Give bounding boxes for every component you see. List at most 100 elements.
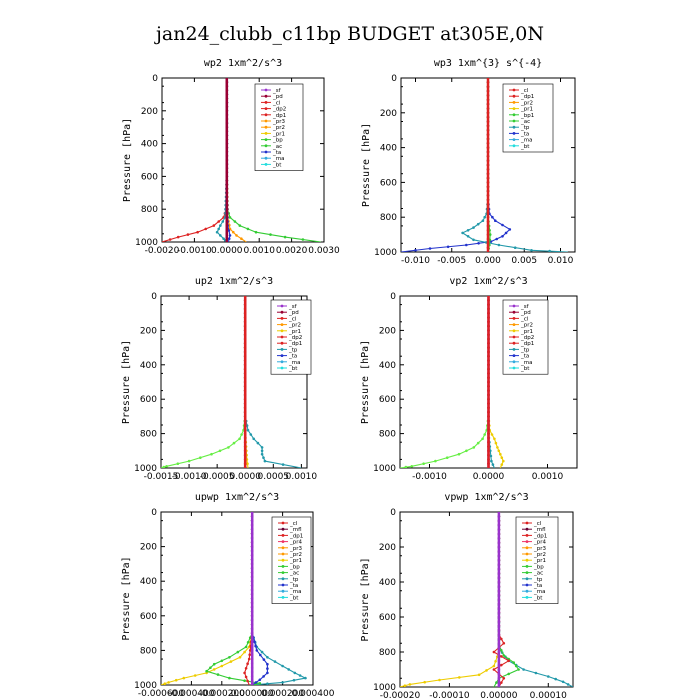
series-marker	[225, 199, 229, 203]
series-marker	[494, 219, 497, 222]
series-marker	[243, 406, 247, 410]
legend-marker	[264, 144, 268, 148]
series-marker	[250, 657, 254, 661]
series-marker	[487, 359, 490, 362]
y-axis-label: Pressure [hPa]	[122, 118, 133, 202]
legend-entry: _ta	[520, 131, 529, 137]
series-marker	[262, 456, 265, 460]
legend-marker	[525, 540, 529, 543]
series-line-dp1	[162, 78, 228, 242]
series-marker	[514, 664, 518, 668]
series-marker	[243, 359, 247, 362]
legend-marker	[512, 94, 516, 98]
legend-marker	[512, 348, 516, 351]
legend-marker	[512, 335, 516, 339]
series-marker	[486, 155, 490, 158]
legend-entry: _pd	[288, 310, 299, 316]
series-marker	[487, 419, 490, 423]
legend-entry: _ma	[533, 589, 545, 595]
legend-marker	[280, 348, 284, 351]
series-marker	[243, 445, 247, 448]
series-marker	[472, 446, 476, 449]
series-group	[162, 78, 321, 242]
legend-marker	[512, 144, 516, 148]
series-marker	[292, 678, 296, 682]
series-marker	[476, 441, 480, 445]
legend-entry: _dp2	[520, 335, 534, 341]
series-marker	[243, 299, 247, 302]
series-marker	[497, 646, 501, 649]
series-marker	[217, 220, 220, 223]
legend: _cl_mfl_dp1_pr4_pr3_pr2_pr1_bp_ac_tp_ta_…	[271, 516, 312, 604]
plot-frame	[160, 511, 314, 686]
series-marker	[165, 465, 168, 468]
legend-entry: _pr2	[533, 552, 546, 558]
series-marker	[244, 675, 248, 679]
y-tick-label: 400	[141, 140, 158, 150]
series-marker	[243, 462, 247, 466]
legend-marker	[512, 125, 516, 129]
series-marker	[250, 519, 254, 522]
series-marker	[246, 679, 249, 683]
legend-entry: _ta	[288, 354, 297, 360]
series-marker	[250, 575, 254, 579]
legend-marker	[512, 113, 516, 117]
series-marker	[566, 683, 570, 686]
series-marker	[507, 657, 511, 661]
x-tick-label: -0.0010	[172, 472, 207, 482]
x-tick-label: 0.0000	[473, 472, 505, 482]
series-marker	[486, 137, 490, 141]
legend: _sf_pd_cl_pr2_pr1_dp2_dp1_tp_ta_ma_bt	[270, 299, 312, 375]
series-marker	[243, 367, 247, 371]
series-marker	[187, 459, 191, 463]
series-marker	[225, 195, 229, 199]
legend-entry: _sf	[272, 88, 282, 94]
series-marker	[497, 523, 501, 527]
series-marker	[225, 84, 229, 88]
legend-marker	[280, 323, 284, 326]
legend-entry: _tp	[520, 347, 530, 353]
legend-entry: _pr1	[289, 558, 302, 564]
legend-marker	[281, 571, 285, 574]
series-marker	[487, 423, 490, 427]
series-marker	[497, 602, 501, 606]
x-tick-label: 0.0010	[286, 472, 318, 482]
series-marker	[548, 249, 551, 252]
series-group	[401, 78, 568, 252]
series-marker	[490, 433, 494, 436]
series-marker	[204, 227, 207, 231]
legend-marker	[280, 366, 284, 370]
series-marker	[495, 237, 499, 241]
series-marker	[487, 342, 490, 345]
y-tick-label: 800	[141, 205, 158, 215]
series-marker	[167, 681, 170, 684]
series-marker	[168, 238, 172, 241]
series-marker	[222, 237, 225, 240]
series-marker	[497, 624, 501, 628]
series-marker	[486, 98, 490, 102]
series-marker	[301, 238, 305, 241]
series-marker	[228, 234, 232, 237]
series-marker	[497, 607, 501, 610]
legend-marker	[512, 101, 516, 104]
series-marker	[174, 678, 178, 682]
series-marker	[465, 243, 468, 247]
y-tick-label: 600	[140, 612, 157, 622]
legend-entry: _dp1	[272, 113, 286, 119]
series-marker	[517, 668, 520, 671]
series-marker	[422, 462, 425, 466]
series-marker	[486, 242, 490, 245]
legend-box	[502, 83, 554, 153]
series-marker	[253, 640, 256, 644]
series-marker	[428, 247, 432, 250]
series-marker	[209, 666, 212, 669]
series-group	[400, 296, 505, 468]
y-tick-label: 800	[380, 213, 397, 223]
legend-entry: _pr2	[272, 125, 285, 131]
legend-entry: _cl	[533, 521, 542, 527]
x-tick-label: 0.010	[548, 256, 574, 266]
series-group	[161, 296, 302, 468]
legend-marker	[512, 323, 516, 326]
legend-entry: _tp	[288, 347, 298, 353]
series-marker	[225, 166, 229, 170]
